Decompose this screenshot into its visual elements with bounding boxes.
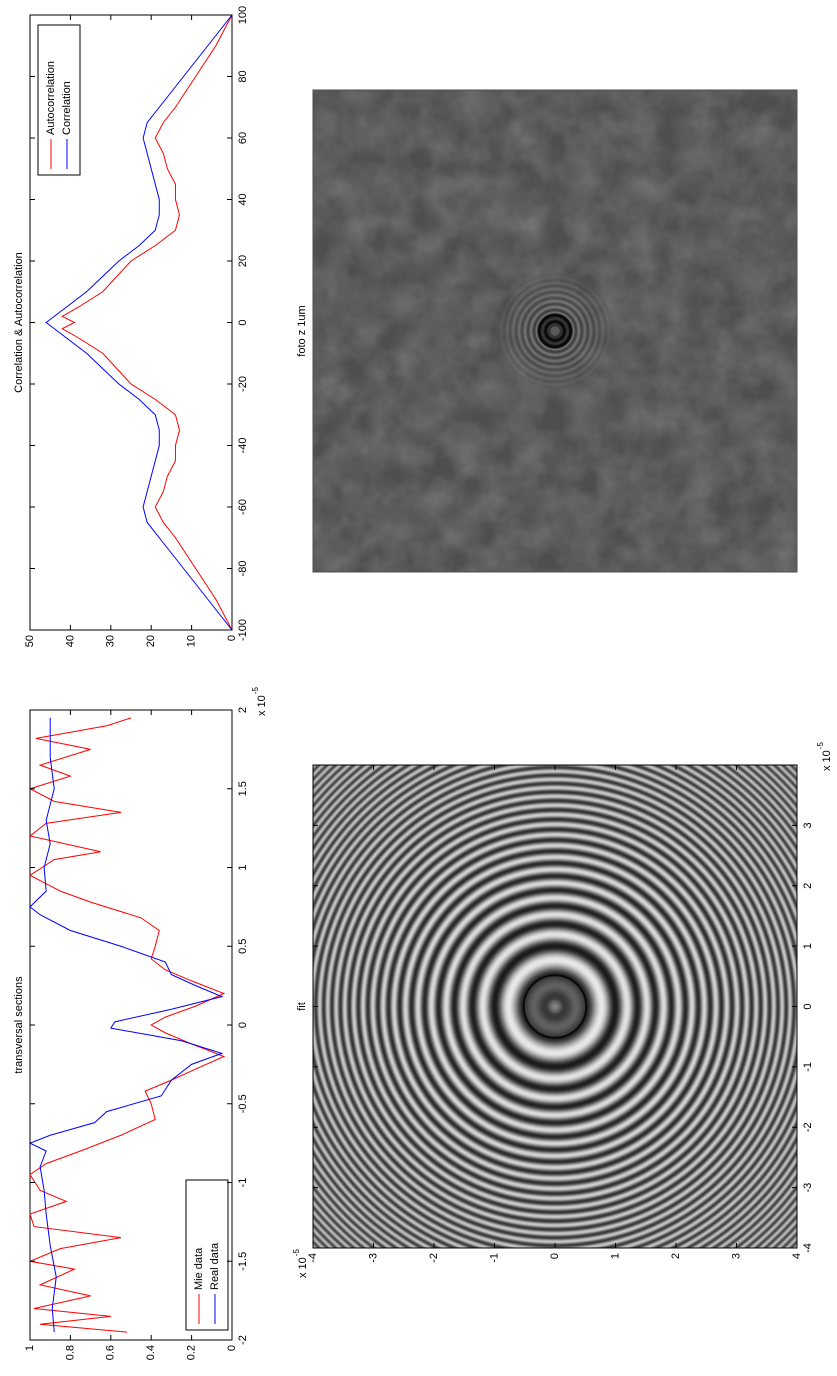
- fit-image: [312, 764, 798, 1249]
- chart-title: fit: [296, 1002, 308, 1011]
- x-tick-label: -100: [237, 619, 249, 641]
- y-tick-label: 40: [64, 635, 76, 647]
- x-tick-label: -2: [237, 1335, 249, 1345]
- x-tick-label: 1: [237, 864, 249, 870]
- x-tick-label: 40: [237, 193, 249, 205]
- y-tick-label: 0: [549, 1253, 561, 1259]
- y-tick-label: 20: [145, 635, 157, 647]
- chart-title: foto z 1um: [296, 305, 308, 356]
- x-tick-label: -4: [802, 1243, 814, 1253]
- series-line: [61, 14, 233, 631]
- x-tick-label: -3: [802, 1183, 814, 1193]
- y-tick-label: 10: [186, 635, 198, 647]
- y-tick-label: -4: [307, 1253, 319, 1263]
- x-tick-label: 100: [237, 6, 249, 24]
- figure-landscape: transversal sections Mie data Real data -2 -…: [13, 6, 833, 1360]
- x-tick-label: 0: [802, 1003, 814, 1009]
- photo-frame: [312, 89, 798, 573]
- legend-label: Correlation: [61, 81, 73, 135]
- y-tick-label: -1: [488, 1253, 500, 1263]
- y-tick-label: 4: [791, 1253, 803, 1259]
- y-tick-label: 0.4: [145, 1345, 157, 1360]
- scale-label: x 10: [256, 695, 268, 716]
- y-tick-label: 0.2: [186, 1345, 198, 1360]
- scale-label: x 10: [821, 750, 833, 771]
- y-tick-label: -3: [367, 1253, 379, 1263]
- y-tick-label: 0.6: [105, 1345, 117, 1360]
- x-tick-label: -40: [237, 438, 249, 454]
- x-tick-label: -1.5: [237, 1252, 249, 1271]
- y-tick-label: 3: [730, 1253, 742, 1259]
- legend-box: [37, 24, 81, 176]
- chart-title: transversal sections: [13, 976, 25, 1074]
- legend-label: Mie data: [193, 1247, 205, 1290]
- scale-label: x 10: [297, 1257, 309, 1278]
- legend-box: [185, 1179, 229, 1331]
- scale-exponent: -5: [816, 742, 825, 750]
- scale-exponent: -5: [251, 687, 260, 695]
- legend-label: Real data: [209, 1242, 221, 1290]
- x-tick-label: 0: [237, 1022, 249, 1028]
- y-tick-label: 50: [24, 635, 36, 647]
- x-tick-label: 0: [237, 319, 249, 325]
- y-tick-label: 0: [226, 1345, 238, 1351]
- y-tick-label: 30: [105, 635, 117, 647]
- x-tick-label: 1: [802, 943, 814, 949]
- legend-label: Autocorrelation: [45, 61, 57, 135]
- x-tick-label: -0.5: [237, 1094, 249, 1113]
- chart-title: Correlation & Autocorrelation: [13, 252, 25, 393]
- series-line: [28, 717, 224, 1333]
- x-tick-label: -60: [237, 499, 249, 515]
- series-line: [28, 717, 226, 1333]
- y-tick-label: 0.8: [64, 1345, 76, 1360]
- x-tick-label: -1: [802, 1062, 814, 1072]
- y-tick-label: 1: [24, 1345, 36, 1351]
- y-tick-label: 1: [609, 1253, 621, 1259]
- series-line: [45, 14, 233, 631]
- x-tick-label: 1.5: [237, 781, 249, 796]
- x-tick-label: -1: [237, 1178, 249, 1188]
- scale-exponent: -5: [292, 1249, 301, 1257]
- x-tick-label: -2: [802, 1122, 814, 1132]
- fit-contour: [523, 974, 587, 1039]
- x-tick-label: 60: [237, 132, 249, 144]
- x-tick-label: 2: [237, 707, 249, 713]
- photo-rings: [495, 271, 615, 391]
- y-tick-label: 0: [226, 635, 238, 641]
- x-tick-label: -20: [237, 376, 249, 392]
- x-tick-label: -80: [237, 561, 249, 577]
- x-tick-label: 20: [237, 255, 249, 267]
- x-tick-label: 80: [237, 70, 249, 82]
- x-tick-label: 2: [802, 883, 814, 889]
- y-tick-label: 2: [670, 1253, 682, 1259]
- y-tick-label: -2: [428, 1253, 440, 1263]
- x-tick-label: 0.5: [237, 939, 249, 954]
- x-tick-label: 3: [802, 822, 814, 828]
